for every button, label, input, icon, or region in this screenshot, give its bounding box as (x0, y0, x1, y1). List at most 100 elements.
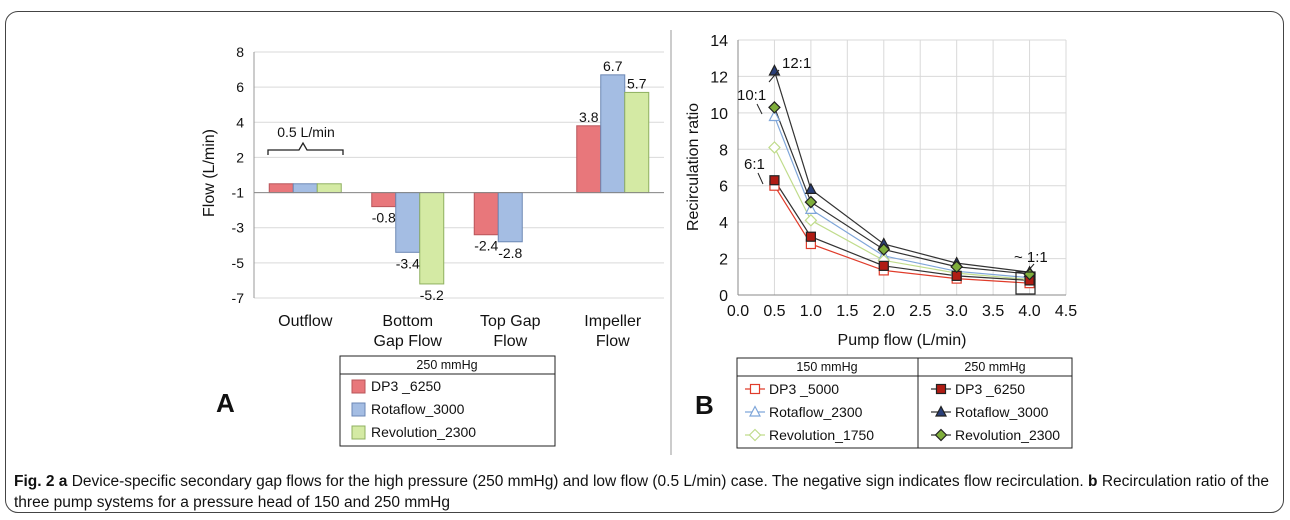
chart-b-x-tick-label: 3.0 (946, 303, 968, 320)
legend-label-dp3: DP3 _6250 (371, 378, 441, 394)
chart-b-x-tick-label: 2.0 (873, 303, 895, 320)
chart-a-bar (600, 74, 626, 194)
chart-b-point (950, 260, 964, 274)
chart-b-legend-title-250: 250 mmHg (964, 360, 1025, 374)
chart-a-y-tick-label: -5 (232, 255, 245, 271)
chart-b-y-tick-label: 4 (719, 215, 728, 232)
chart-b-y-tick-label: 14 (710, 33, 728, 50)
chart-a-data-label: -2.8 (498, 245, 522, 261)
caption-b-label: b (1088, 473, 1098, 490)
figure-frame (5, 11, 1284, 513)
chart-b-y-label: Recirculation ratio (685, 103, 702, 231)
legend-swatch-rotaflow (351, 402, 366, 417)
chart-b-gridlines (737, 39, 1067, 296)
chart-b-point (804, 202, 817, 214)
chart-a-x-tick-label: Bottom (382, 313, 433, 330)
chart-a-y-tick-label: 4 (236, 114, 244, 130)
chart-b-y-ticks: 0 2 4 6 8 10 12 14 (710, 33, 728, 305)
chart-a-data-label: -5.2 (420, 287, 444, 303)
chart-a-legend: 250 mmHg DP3 _6250 Rotaflow_3000 Revolut… (339, 355, 556, 447)
chart-b: 0 2 4 6 8 10 12 14 0.0 0.5 1.0 1.5 2.0 2.5 3.0 3.5 4.0 4… (685, 33, 1077, 449)
chart-a-y-tick-label: -3 (232, 220, 245, 236)
outflow-bracket-label: 0.5 L/min (277, 124, 335, 140)
ratio-label-10: 10:1 (737, 87, 766, 104)
chart-b-series-lines (773, 70, 1030, 284)
chart-b-x-tick-label: 4.5 (1055, 303, 1077, 320)
ratio-1-box (1015, 271, 1036, 295)
chart-a-y-tick-label: 2 (236, 149, 244, 165)
chart-a-data-label: -2.4 (474, 238, 498, 254)
chart-a-bars (268, 74, 650, 285)
ratio-6-leader (757, 172, 764, 185)
chart-b-series-line (773, 179, 1030, 282)
chart-b-x-tick-label: 0.0 (727, 303, 749, 320)
chart-a-x-tick-label: Gap Flow (374, 333, 443, 350)
ratio-label-6: 6:1 (744, 156, 765, 173)
chart-a-x-tick-label: Impeller (584, 313, 642, 330)
caption-a-text: Device-specific secondary gap flows for … (71, 473, 1084, 490)
chart-b-legend-title-150: 150 mmHg (796, 360, 857, 374)
chart-a-bar (576, 125, 602, 194)
chart-a-legend-title: 250 mmHg (416, 358, 477, 372)
legend-b-revolution-2300: Revolution_2300 (955, 427, 1060, 443)
panel-label-a: A (216, 388, 235, 418)
chart-b-y-tick-label: 0 (719, 288, 728, 305)
legend-b-rotaflow-2300: Rotaflow_2300 (769, 404, 863, 420)
chart-a-y-tick-label: 8 (236, 44, 244, 60)
legend-swatch-revolution (351, 425, 366, 440)
chart-a-y-tick-label: 6 (236, 79, 244, 95)
chart-a-x-tick-label: Outflow (278, 313, 333, 330)
chart-b-x-tick-label: 1.0 (800, 303, 822, 320)
chart-b-point (804, 213, 818, 227)
legend-b-dp3-5000: DP3 _5000 (769, 381, 839, 397)
chart-a-data-label: -0.8 (372, 210, 396, 226)
chart-b-x-label: Pump flow (L/min) (838, 332, 967, 349)
chart-b-point (768, 109, 781, 122)
panel-label-b: B (695, 390, 714, 420)
chart-a-y-label: Flow (L/min) (201, 129, 218, 217)
chart-b-x-tick-label: 4.0 (1018, 303, 1040, 320)
caption-b-text: Recirculation ratio of the three pump sy… (14, 473, 1269, 511)
chart-a-bar (624, 91, 650, 194)
ratio-10-leader (756, 103, 763, 115)
chart-a-bar (497, 192, 523, 243)
chart-b-point (804, 182, 817, 194)
chart-a-bar (316, 183, 342, 194)
chart-b-legend-marker (935, 383, 947, 395)
chart-b-point (805, 231, 816, 242)
chart-b-y-tick-label: 2 (719, 252, 728, 269)
legend-label-rotaflow: Rotaflow_3000 (371, 401, 465, 417)
chart-b-y-tick-label: 10 (710, 106, 728, 123)
chart-a-data-labels: -0.8 -3.4-5.2 -2.4 -2.8 3.8 6.75.7 (372, 58, 647, 303)
chart-b-point (768, 141, 781, 154)
chart-b-point (768, 64, 781, 76)
chart-b-x-tick-label: 0.5 (763, 303, 785, 320)
chart-a-y-tick-label: -7 (232, 290, 245, 306)
chart-b-legend-marker (749, 383, 761, 395)
legend-b-dp3-6250: DP3 _6250 (955, 381, 1025, 397)
chart-b-point (768, 101, 781, 114)
outflow-bracket (267, 141, 344, 155)
chart-a: 8 6 4 2 -1 -3 -5 -7 Outflow Bottom Gap Flow Top Ga… (201, 44, 664, 447)
ratio-label-1: ~ 1:1 (1014, 249, 1048, 266)
legend-label-revolution: Revolution_2300 (371, 424, 476, 440)
chart-b-x-tick-label: 2.5 (909, 303, 931, 320)
chart-b-point (804, 195, 818, 209)
chart-b-x-ticks: 0.0 0.5 1.0 1.5 2.0 2.5 3.0 3.5 4.0 4.5 (727, 303, 1077, 320)
chart-b-legend-marker (935, 405, 947, 417)
chart-b-point (877, 243, 891, 256)
chart-a-bar (371, 192, 397, 208)
legend-swatch-dp3 (351, 379, 366, 394)
chart-b-legend: 150 mmHg 250 mmHg DP3 _5000 Rotaflow_230… (736, 357, 1073, 449)
chart-b-x-tick-label: 3.5 (982, 303, 1004, 320)
chart-a-data-label: 5.7 (627, 75, 647, 91)
chart-a-bar (292, 183, 318, 194)
ratio-1-leader (1027, 263, 1035, 272)
chart-a-data-label: 3.8 (579, 109, 599, 125)
legend-b-rotaflow-3000: Rotaflow_3000 (955, 404, 1049, 420)
chart-b-legend-marker (934, 428, 948, 442)
chart-a-bar (473, 192, 499, 236)
chart-b-legend-box (736, 357, 1073, 449)
chart-b-legend-marker (749, 405, 761, 417)
